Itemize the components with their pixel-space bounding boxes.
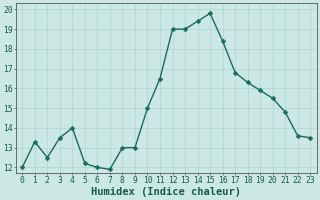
X-axis label: Humidex (Indice chaleur): Humidex (Indice chaleur) (91, 186, 241, 197)
